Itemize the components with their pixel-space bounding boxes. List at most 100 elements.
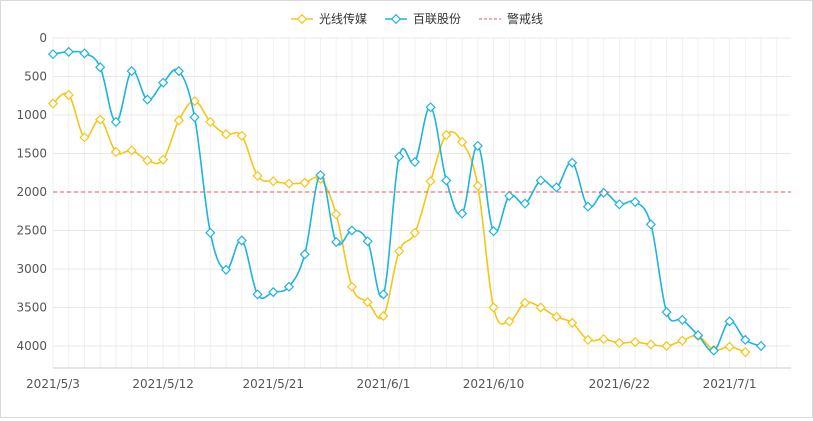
data-point[interactable] [645, 219, 656, 230]
data-point[interactable] [409, 156, 420, 168]
data-point[interactable] [299, 177, 310, 188]
data-point[interactable] [283, 178, 295, 189]
data-point[interactable] [95, 114, 106, 125]
data-point[interactable] [110, 146, 122, 158]
data-point[interactable] [346, 225, 358, 236]
data-point[interactable] [79, 48, 90, 59]
x-axis: 2021/5/3 2021/5/12 2021/5/21 2021/6/1 2021/6… [26, 367, 791, 391]
data-point[interactable] [189, 112, 200, 123]
data-point[interactable] [110, 116, 122, 128]
data-point[interactable] [692, 330, 704, 341]
data-point[interactable] [740, 347, 751, 358]
data-point[interactable] [708, 345, 719, 356]
data-point[interactable] [630, 196, 641, 208]
data-point[interactable] [283, 281, 295, 292]
data-point[interactable] [755, 340, 767, 352]
data-point[interactable] [614, 199, 625, 210]
data-point[interactable] [535, 175, 546, 186]
data-point[interactable] [551, 311, 562, 322]
data-point[interactable] [126, 145, 137, 156]
data-point[interactable] [472, 180, 483, 191]
data-point[interactable] [79, 132, 90, 143]
data-point[interactable] [299, 249, 310, 260]
data-point[interactable] [378, 310, 389, 322]
data-point[interactable] [220, 129, 232, 140]
data-point[interactable] [645, 339, 656, 350]
data-point[interactable] [661, 307, 672, 318]
data-point[interactable] [378, 289, 389, 300]
data-point[interactable] [362, 236, 373, 247]
legend[interactable]: 光线传媒 百联股份 警戒线 [291, 11, 543, 26]
data-point[interactable] [472, 140, 483, 151]
data-point[interactable] [677, 335, 688, 346]
data-point[interactable] [598, 333, 609, 345]
data-point[interactable] [456, 208, 468, 219]
legend-label: 警戒线 [507, 11, 543, 26]
data-point[interactable] [441, 175, 452, 186]
data-point[interactable] [346, 281, 358, 292]
data-point[interactable] [456, 136, 468, 148]
data-point[interactable] [315, 169, 326, 181]
data-point[interactable] [331, 236, 342, 248]
data-point[interactable] [158, 154, 169, 165]
data-point[interactable] [519, 297, 531, 308]
data-point[interactable] [661, 340, 672, 352]
data-point[interactable] [95, 62, 106, 73]
data-point[interactable] [488, 226, 499, 237]
data-point[interactable] [567, 157, 578, 168]
legend-item-3[interactable]: 警戒线 [479, 11, 543, 26]
data-point[interactable] [63, 46, 74, 57]
data-point[interactable] [630, 337, 641, 348]
legend-item-2[interactable]: 百联股份 [385, 12, 461, 26]
data-point[interactable] [173, 66, 184, 77]
data-point[interactable] [425, 102, 436, 113]
data-point[interactable] [252, 289, 263, 300]
data-point[interactable] [268, 176, 279, 187]
data-point[interactable] [158, 77, 169, 88]
data-point[interactable] [677, 314, 688, 325]
data-point[interactable] [331, 209, 342, 220]
data-point[interactable] [441, 129, 452, 141]
legend-diamond-icon [390, 13, 402, 25]
data-point[interactable] [409, 227, 420, 238]
data-point[interactable] [189, 96, 200, 107]
data-point[interactable] [535, 302, 546, 313]
data-point[interactable] [126, 66, 137, 77]
series-2 [47, 46, 767, 356]
data-point[interactable] [63, 89, 74, 101]
data-point[interactable] [567, 317, 578, 328]
data-point[interactable] [268, 287, 279, 298]
y-tick-label: 1500 [16, 147, 47, 161]
data-point[interactable] [740, 334, 751, 345]
data-point[interactable] [614, 337, 625, 349]
data-point[interactable] [47, 49, 59, 60]
x-tick-label: 2021/6/1 [356, 377, 410, 391]
data-point[interactable] [582, 201, 594, 212]
data-point[interactable] [519, 198, 531, 209]
data-point[interactable] [582, 334, 594, 345]
data-point[interactable] [236, 235, 247, 246]
data-point[interactable] [362, 297, 373, 308]
data-point[interactable] [425, 176, 436, 187]
data-point[interactable] [488, 302, 499, 313]
data-point[interactable] [504, 316, 515, 327]
data-point[interactable] [598, 187, 609, 198]
data-point[interactable] [724, 341, 735, 352]
data-point[interactable] [504, 190, 515, 201]
data-point[interactable] [173, 115, 184, 126]
data-point[interactable] [724, 316, 735, 327]
data-point[interactable] [551, 182, 562, 193]
data-point[interactable] [142, 155, 153, 166]
data-point[interactable] [205, 116, 216, 128]
y-tick-label: 1000 [16, 108, 47, 122]
data-point[interactable] [205, 227, 216, 238]
legend-item-1[interactable]: 光线传媒 [291, 11, 367, 26]
data-point[interactable] [47, 98, 59, 109]
data-point[interactable] [142, 94, 153, 105]
y-tick-label: 0 [39, 31, 47, 45]
data-point[interactable] [236, 130, 247, 141]
data-point[interactable] [220, 264, 232, 275]
data-point[interactable] [252, 170, 263, 181]
data-point[interactable] [394, 151, 405, 162]
data-point[interactable] [394, 246, 405, 257]
